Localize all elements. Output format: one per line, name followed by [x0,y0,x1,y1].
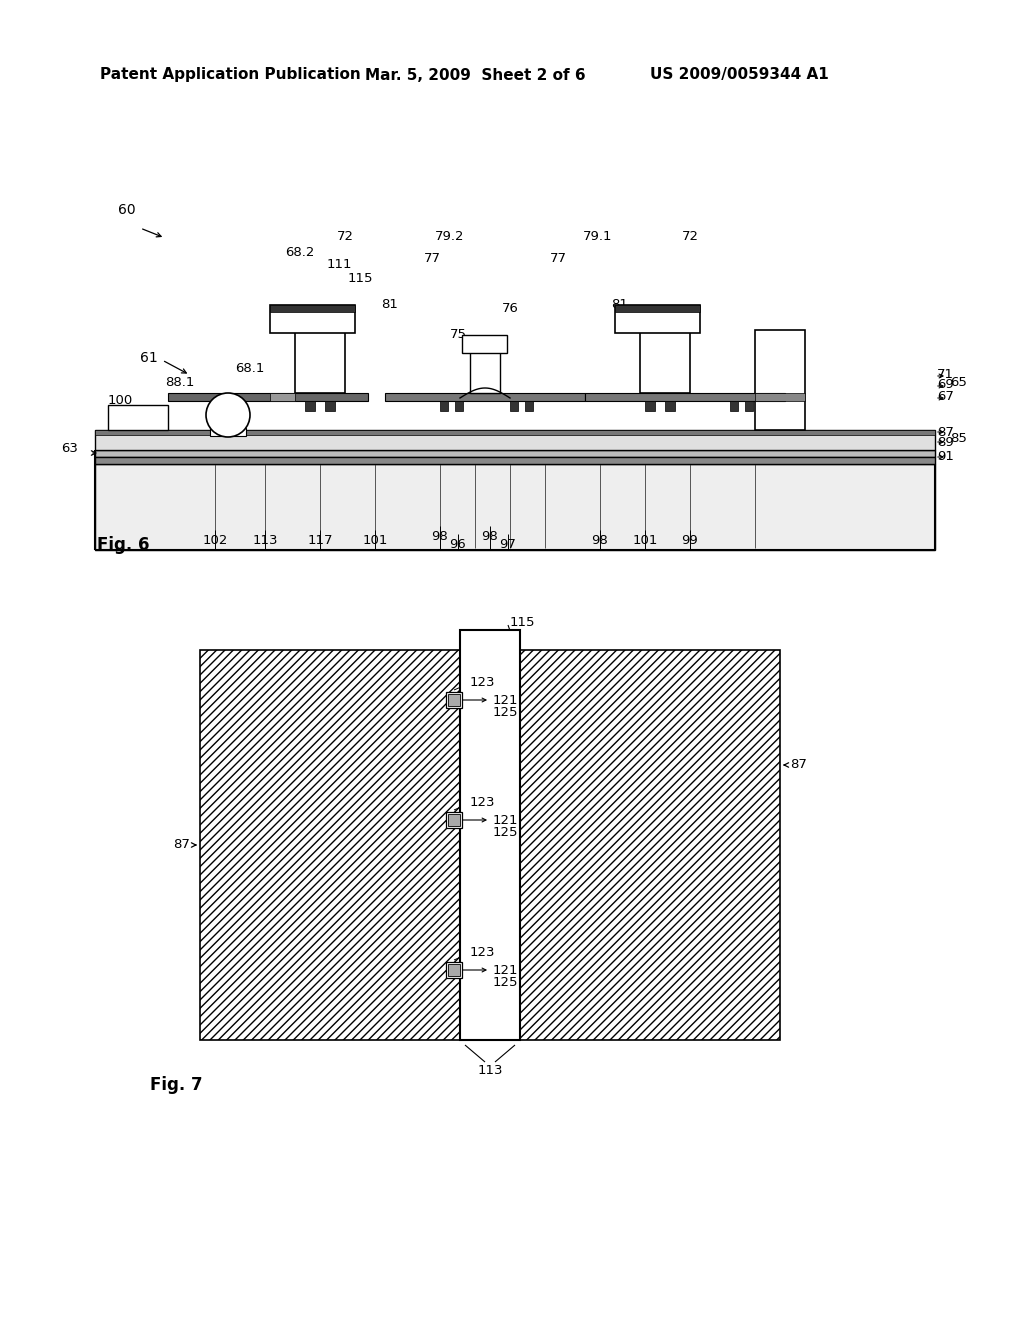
Text: 81: 81 [382,298,398,312]
Text: Patent Application Publication: Patent Application Publication [100,67,360,82]
Text: 100: 100 [108,393,133,407]
Bar [440,401,449,411]
Bar [95,465,935,550]
Text: 71: 71 [937,368,954,381]
Bar [200,649,460,1040]
Bar [455,401,463,411]
Text: 121: 121 [493,693,518,706]
Bar [446,692,462,708]
Text: 79.1: 79.1 [584,231,612,243]
Text: 77: 77 [424,252,440,264]
Bar [585,393,785,401]
Text: 61: 61 [140,351,158,366]
Bar [755,330,805,430]
Bar [470,350,500,393]
Text: 123: 123 [470,796,496,808]
Text: 65: 65 [950,375,967,388]
Text: 68.2: 68.2 [285,247,314,260]
Bar [640,330,690,393]
Bar [462,335,507,352]
Bar [325,401,335,411]
Text: 75: 75 [450,329,467,342]
Bar [755,393,805,401]
Text: 72: 72 [682,231,698,243]
Text: 77: 77 [550,252,566,264]
Text: 97: 97 [500,537,516,550]
Text: Mar. 5, 2009  Sheet 2 of 6: Mar. 5, 2009 Sheet 2 of 6 [365,67,586,82]
Bar [95,450,935,457]
Bar [665,401,675,411]
Bar [446,812,462,828]
Bar [305,401,315,411]
Text: 67: 67 [937,391,954,404]
Bar [460,630,520,1040]
Text: 68.1: 68.1 [236,362,265,375]
Text: 111: 111 [327,259,352,272]
Text: 102: 102 [203,533,227,546]
Text: 101: 101 [632,533,657,546]
Text: 98: 98 [592,533,608,546]
Bar [745,401,753,411]
Text: 87: 87 [937,425,954,438]
Text: 115: 115 [348,272,374,285]
Bar [270,305,355,312]
Bar [446,962,462,978]
Text: 91: 91 [937,450,954,462]
Bar [295,330,345,393]
Text: 125: 125 [493,826,518,840]
Text: 117: 117 [307,533,333,546]
Bar [95,430,935,450]
Text: 99: 99 [682,533,698,546]
Bar [168,393,368,401]
Text: 72: 72 [337,231,353,243]
Bar [615,305,700,333]
Text: 125: 125 [493,706,518,719]
Text: 95: 95 [474,362,492,375]
Text: 113: 113 [477,1064,503,1077]
Text: Fig. 6: Fig. 6 [97,536,150,554]
Bar [730,401,738,411]
Bar [95,457,935,465]
Text: 60: 60 [118,203,135,216]
Text: Fig. 7: Fig. 7 [150,1076,203,1094]
Bar [520,649,780,1040]
Text: US 2009/0059344 A1: US 2009/0059344 A1 [650,67,828,82]
Text: 96: 96 [450,537,466,550]
Text: 125: 125 [493,977,518,990]
Text: 76: 76 [502,301,518,314]
Bar [449,694,460,706]
Text: 63: 63 [61,441,78,454]
Text: 101: 101 [362,533,388,546]
Text: 69: 69 [937,379,953,392]
Bar [270,305,355,333]
Text: 89: 89 [937,436,953,449]
Bar [449,814,460,826]
Bar [615,305,700,312]
Text: 123: 123 [470,676,496,689]
Bar [270,393,295,401]
Text: 88.1: 88.1 [166,375,195,388]
Bar [385,393,585,401]
Bar [210,428,246,436]
Text: 121: 121 [493,964,518,977]
Bar [525,401,534,411]
Text: 81: 81 [611,298,629,312]
Bar [645,401,655,411]
Text: 98: 98 [481,529,499,543]
Circle shape [206,393,250,437]
Bar [510,401,518,411]
Bar [108,405,168,430]
Text: 98: 98 [432,529,449,543]
Text: 113: 113 [252,533,278,546]
Text: 121: 121 [493,813,518,826]
Text: 79.2: 79.2 [435,231,465,243]
Text: 87: 87 [173,838,190,851]
Bar [95,430,935,436]
Text: 115: 115 [510,615,536,628]
Text: 123: 123 [470,945,496,958]
Text: 85: 85 [950,433,967,446]
Bar [449,964,460,975]
Text: 87: 87 [790,759,807,771]
